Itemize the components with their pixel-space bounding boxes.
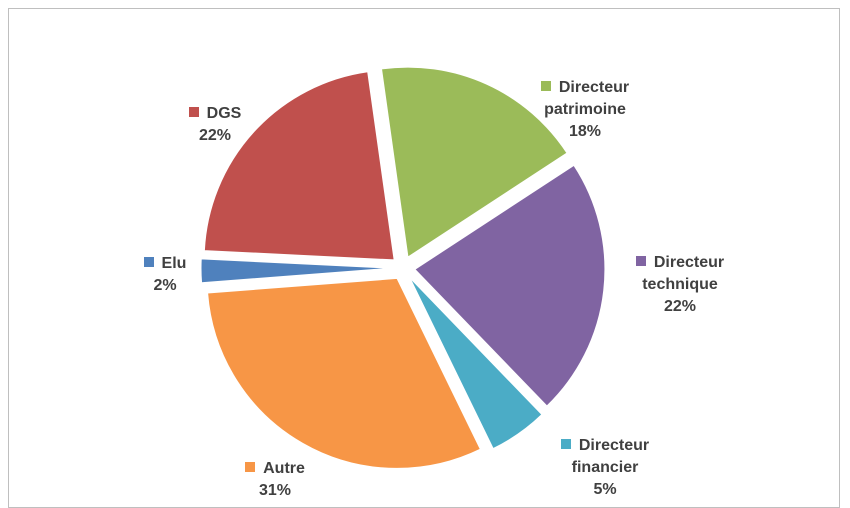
category-label: Directeur financier: [571, 437, 650, 476]
data-label: Autre 31%: [210, 458, 340, 502]
value-label: 18%: [568, 123, 602, 140]
legend-marker: [143, 257, 154, 267]
legend-marker: [635, 256, 646, 266]
data-label: Directeur financier 5%: [540, 435, 670, 501]
category-label: Autre: [263, 460, 305, 477]
value-label: 22%: [198, 127, 232, 144]
legend-marker: [540, 81, 551, 91]
legend-marker: [560, 439, 571, 449]
value-label: 2%: [153, 277, 177, 294]
category-label: Elu: [161, 255, 187, 272]
pie-slice: [380, 66, 568, 258]
pie-slice: [409, 277, 543, 450]
category-label: DGS: [206, 105, 242, 122]
pie-slice: [207, 277, 481, 469]
legend-marker: [188, 107, 199, 117]
pie-slice: [414, 164, 606, 407]
value-label: 22%: [663, 298, 697, 315]
value-label: 5%: [593, 481, 617, 498]
category-label: Directeur patrimoine: [544, 79, 630, 118]
data-label: Directeur technique 22%: [615, 252, 745, 318]
category-label: Directeur technique: [642, 254, 725, 293]
data-label: Directeur patrimoine 18%: [520, 77, 650, 143]
legend-marker: [245, 462, 256, 472]
data-label: Elu 2%: [100, 253, 230, 297]
data-label: DGS 22%: [150, 103, 280, 147]
pie-slice: [203, 71, 395, 261]
pie-slice: [200, 258, 392, 284]
value-label: 31%: [258, 482, 292, 499]
